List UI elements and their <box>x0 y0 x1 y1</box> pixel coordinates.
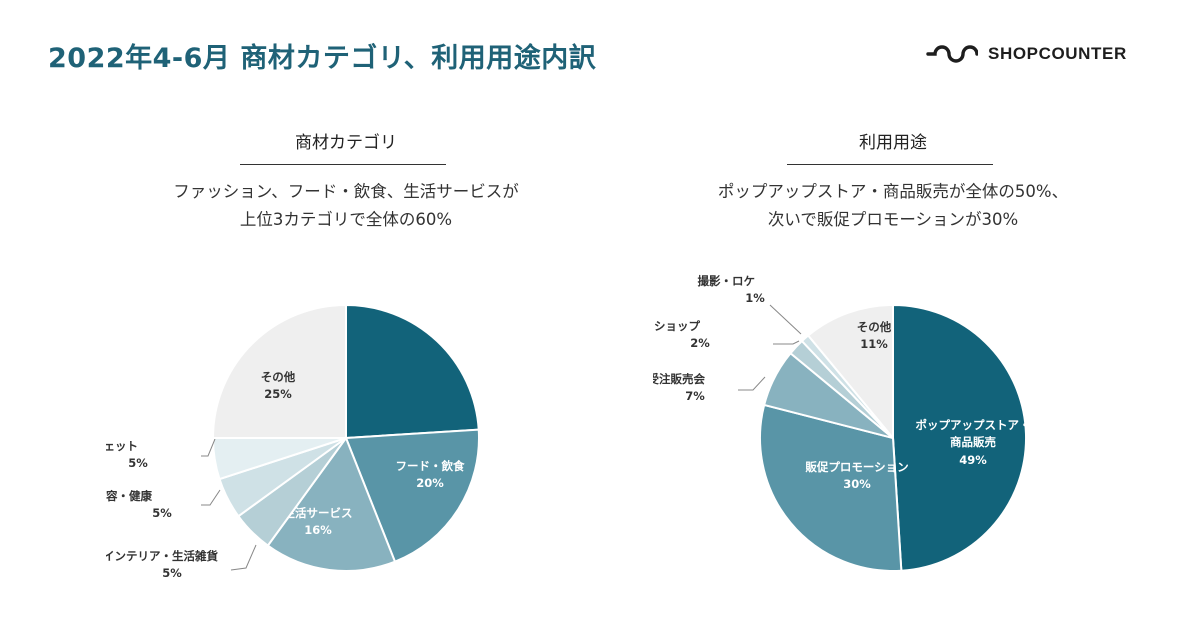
chart-summary: ポップアップストア・商品販売が全体の50%、 次いで販促プロモーションが30% <box>653 178 1133 234</box>
usage-chart-panel: 利用用途 ポップアップストア・商品販売が全体の50%、 次いで販促プロモーション… <box>653 120 1133 620</box>
slice-value-label: 7% <box>685 389 705 403</box>
slice-name-label: 撮影・ロケ <box>698 274 756 288</box>
slice-value-label: 20% <box>416 476 444 490</box>
summary-line: 上位3カテゴリで全体の60% <box>239 210 453 229</box>
slice-value-label: 5% <box>162 566 182 580</box>
usage-pie-chart: ポップアップストア・商品販売 49% 販促プロモーション 30% 展示会・受注販売会 7%… <box>653 274 1031 572</box>
slice-name-label: 販促プロモーション <box>805 460 908 474</box>
pie-slice <box>345 303 480 440</box>
leader-line <box>201 489 221 506</box>
chart-title: 利用用途 <box>859 133 927 153</box>
slice-value-label: 1% <box>745 291 765 305</box>
slice-value-label: 49% <box>959 453 987 467</box>
slice-name-label: インテリア・生活雑貨 <box>106 549 218 563</box>
pie-slice <box>759 403 903 572</box>
pie-slice <box>266 435 397 572</box>
slice-name-label: エンタメ・ガジェット <box>106 439 138 453</box>
slice-value-label: 5% <box>128 456 148 470</box>
shopcounter-logo-icon <box>926 45 978 63</box>
chart-summary: ファッション、フード・飲食、生活サービスが 上位3カテゴリで全体の60% <box>106 178 586 234</box>
slice-name-label: 展示会・受注販売会 <box>653 372 705 386</box>
slice-name-label: 美容・健康 <box>106 489 152 503</box>
leader-line <box>738 376 766 391</box>
pie-slice <box>211 303 347 439</box>
slice-value-label: 25% <box>264 387 292 401</box>
page-title: 2022年4-6月 商材カテゴリ、利用用途内訳 <box>48 43 597 74</box>
pie-slice <box>806 303 894 441</box>
category-pie-chart: ファッション24%フード・飲食20%生活サービス16%インテリア・生活雑貨5%美… <box>106 303 480 580</box>
leader-line <box>201 438 216 457</box>
pie-slice <box>892 303 1028 572</box>
leader-line <box>773 340 800 345</box>
pie-slice <box>344 428 480 563</box>
slice-value-label: 11% <box>860 337 888 351</box>
slice-name-label: 勉強会・ワークショップ <box>653 319 700 333</box>
title-divider <box>240 164 446 165</box>
slice-value-label: 2% <box>690 336 710 350</box>
leader-line <box>230 544 257 571</box>
slice-name-label: 生活サービス <box>284 506 353 520</box>
logo-text: SHOPCOUNTER <box>988 44 1127 63</box>
slice-name-label: フード・飲食 <box>396 459 465 473</box>
shopcounter-logo: SHOPCOUNTER <box>926 40 1127 68</box>
slice-name-label: その他 <box>261 370 296 384</box>
category-chart-panel: 商材カテゴリ ファッション、フード・飲食、生活サービスが 上位3カテゴリで全体の… <box>106 120 586 620</box>
title-divider <box>787 164 993 165</box>
summary-line: 次いで販促プロモーションが30% <box>767 210 1019 229</box>
leader-line <box>769 304 802 335</box>
slice-value-label: 30% <box>843 477 871 491</box>
summary-line: ファッション、フード・飲食、生活サービスが <box>173 182 519 201</box>
slice-name-label: 商品販売 <box>950 435 996 449</box>
slice-name-label: ポップアップストア・ <box>916 418 1031 432</box>
slice-name-label: その他 <box>857 320 892 334</box>
chart-title: 商材カテゴリ <box>295 133 397 153</box>
slice-value-label: 16% <box>304 523 332 537</box>
summary-line: ポップアップストア・商品販売が全体の50%、 <box>717 182 1069 201</box>
slice-value-label: 5% <box>152 506 172 520</box>
